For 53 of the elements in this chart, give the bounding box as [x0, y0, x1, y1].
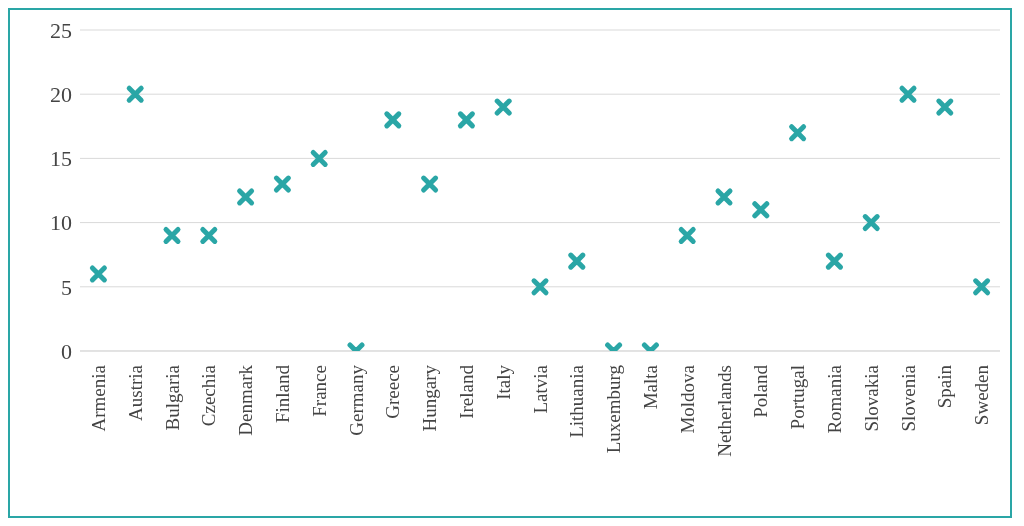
y-tick-label: 20 — [50, 82, 72, 108]
x-tick-label: Slovenia — [897, 364, 919, 432]
x-tick-label: Bulgaria — [161, 364, 183, 431]
x-tick-label: France — [308, 365, 330, 417]
x-tick-label: Poland — [750, 364, 772, 418]
y-tick-label: 25 — [50, 17, 72, 43]
x-tick-label: Malta — [639, 364, 661, 410]
point — [89, 265, 107, 283]
point — [531, 278, 549, 296]
point — [457, 111, 475, 129]
point — [715, 188, 733, 206]
x-tick-label: Luxemburg — [603, 364, 625, 454]
x-tick-label: Sweden — [971, 364, 993, 426]
point — [825, 252, 843, 270]
point — [899, 85, 917, 103]
x-tick-label: Armenia — [87, 364, 109, 432]
y-tick-label: 5 — [61, 274, 72, 300]
x-tick-label: Austria — [124, 364, 146, 421]
point — [200, 226, 218, 244]
x-tick-label: Finland — [271, 364, 293, 424]
point — [678, 226, 696, 244]
x-tick-label: Denmark — [235, 364, 257, 436]
point — [163, 226, 181, 244]
x-tick-label: Italy — [492, 364, 514, 400]
x-tick-label: Portugal — [787, 365, 809, 430]
point — [862, 214, 880, 232]
point — [936, 98, 954, 116]
point — [273, 175, 291, 193]
x-tick-label: Greece — [382, 365, 404, 419]
x-tick-label: Lithuania — [566, 364, 588, 438]
x-tick-label: Romania — [823, 364, 845, 434]
point — [494, 98, 512, 116]
x-tick-label: Spain — [934, 364, 956, 409]
point — [126, 85, 144, 103]
x-tick-label: Moldova — [676, 364, 698, 434]
point — [310, 149, 328, 167]
x-tick-label: Ireland — [455, 364, 477, 419]
x-tick-label: Germany — [345, 364, 367, 436]
x-tick-label: Latvia — [529, 364, 551, 414]
point — [973, 278, 991, 296]
point — [568, 252, 586, 270]
x-tick-label: Hungary — [419, 364, 441, 432]
point — [789, 124, 807, 142]
y-tick-label: 15 — [50, 146, 72, 172]
x-tick-label: Netherlands — [713, 365, 735, 457]
point — [421, 175, 439, 193]
y-tick-label: 10 — [50, 210, 72, 236]
y-tick-label: 0 — [61, 338, 72, 364]
point — [384, 111, 402, 129]
point — [237, 188, 255, 206]
x-tick-label: Slovakia — [860, 364, 882, 432]
point — [752, 201, 770, 219]
x-tick-label: Czechia — [198, 364, 220, 427]
